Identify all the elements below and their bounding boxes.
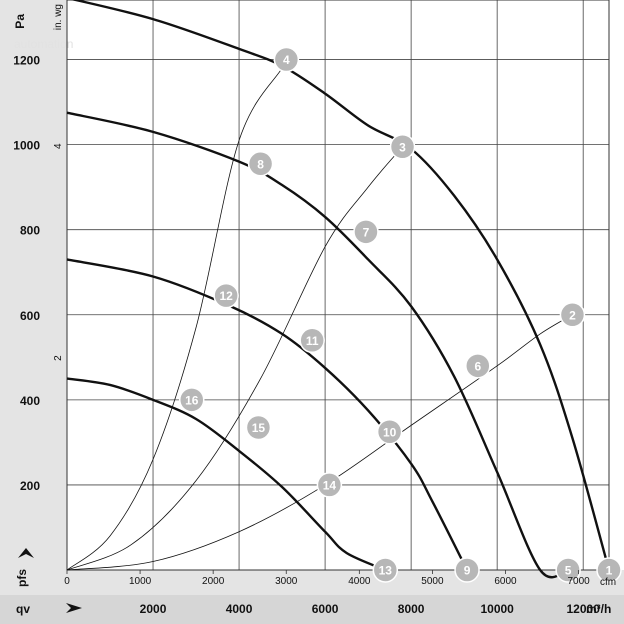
- operating-point-label: 8: [257, 157, 264, 171]
- y-tick-label-pa: 1200: [13, 54, 40, 68]
- fan-curve: [66, 111, 569, 579]
- operating-point-label: 3: [399, 140, 406, 154]
- operating-point-label: 9: [464, 564, 471, 578]
- tick-labels: 200 400 600 800 1000 1200 2 4 2000 4000 6000 8000 10…: [13, 54, 600, 616]
- system-curve: [66, 146, 403, 571]
- operating-point-label: 14: [323, 478, 337, 492]
- plot-frame: [66, 0, 610, 571]
- x-tick-label-m3h: 8000: [398, 602, 425, 616]
- y-tick-label-inwg: 2: [53, 355, 64, 361]
- x-tick-label-m3h: 6000: [312, 602, 339, 616]
- x-tick-label-m3h: 12000: [567, 602, 601, 616]
- operating-point-marker: [559, 302, 586, 328]
- operating-point-marker: [389, 134, 416, 160]
- operating-point-label: 15: [252, 421, 266, 435]
- operating-point-marker: [213, 282, 239, 309]
- y-axis-label-pfs: pfs: [15, 569, 29, 587]
- x-tick-label-cfm: 3000: [275, 576, 298, 587]
- operating-point-marker: [245, 414, 272, 441]
- operating-point-marker: [353, 219, 379, 245]
- operating-point-marker: [454, 557, 480, 583]
- operating-point-label: 12: [219, 289, 233, 303]
- system-curve: [66, 58, 288, 571]
- y-tick-label-inwg: 4: [53, 143, 64, 149]
- system-curve: [66, 314, 573, 571]
- operating-point-label: 5: [565, 564, 572, 578]
- operating-point-label: 7: [363, 225, 370, 239]
- x-tick-label-cfm: 0: [64, 576, 70, 587]
- x-tick-label-cfm: 2000: [202, 576, 225, 587]
- operating-point-marker: [273, 46, 300, 73]
- x-unit-cfm: cfm: [600, 577, 616, 588]
- y-unit-inwg: in. wg: [53, 4, 64, 30]
- bottom-axis-band: [0, 595, 624, 624]
- operating-point-marker: [465, 353, 491, 379]
- plot-background: [67, 0, 624, 570]
- x-tick-label-cfm: 1000: [129, 576, 152, 587]
- y-tick-label-pa: 800: [20, 224, 40, 238]
- x-tick-label-m3h: 10000: [480, 602, 514, 616]
- y-tick-label-pa: 1000: [13, 139, 40, 153]
- y-tick-label-pa: 400: [20, 394, 40, 408]
- operating-point-marker: [316, 472, 343, 498]
- x-axis-label-qv: qv: [16, 602, 30, 616]
- operating-point-label: 1: [606, 564, 613, 578]
- x-tick-label-cfm: 6000: [494, 576, 517, 587]
- operating-point-label: 6: [474, 359, 481, 373]
- y-tick-label-pa: 600: [20, 309, 40, 323]
- fan-curve: [66, 258, 469, 571]
- operating-point-label: 11: [306, 334, 319, 348]
- x-tick-label-m3h: 2000: [140, 602, 167, 616]
- x-axis-arrow-icon: [66, 603, 82, 613]
- x-tick-label-cfm: 7000: [567, 576, 590, 587]
- y-unit-pa: Pa: [13, 14, 27, 29]
- operating-point-label: 10: [383, 425, 397, 439]
- left-margin: [0, 0, 67, 595]
- operating-point-marker: [299, 327, 325, 354]
- watermark: automation: [14, 37, 73, 51]
- x-tick-label-cfm: 4000: [348, 576, 371, 587]
- operating-point-label: 2: [569, 308, 576, 322]
- operating-point-label: 16: [185, 393, 199, 407]
- operating-point-marker: [247, 151, 274, 177]
- operating-point-label: 4: [283, 53, 290, 67]
- operating-point-marker: [555, 557, 581, 583]
- operating-point-marker: [596, 557, 622, 583]
- x-tick-label-cfm: 5000: [421, 576, 444, 587]
- x-unit-m3h: m³/h: [586, 602, 611, 616]
- x-tick-label-m3h: 4000: [226, 602, 253, 616]
- operating-point-marker: [376, 419, 403, 445]
- fan-curve: [66, 377, 386, 572]
- operating-point-marker: [372, 557, 399, 583]
- y-axis-arrow-icon: [18, 548, 34, 558]
- y-tick-label-pa: 200: [20, 479, 40, 493]
- operating-point-marker: [178, 387, 205, 413]
- operating-point-label: 13: [379, 564, 393, 578]
